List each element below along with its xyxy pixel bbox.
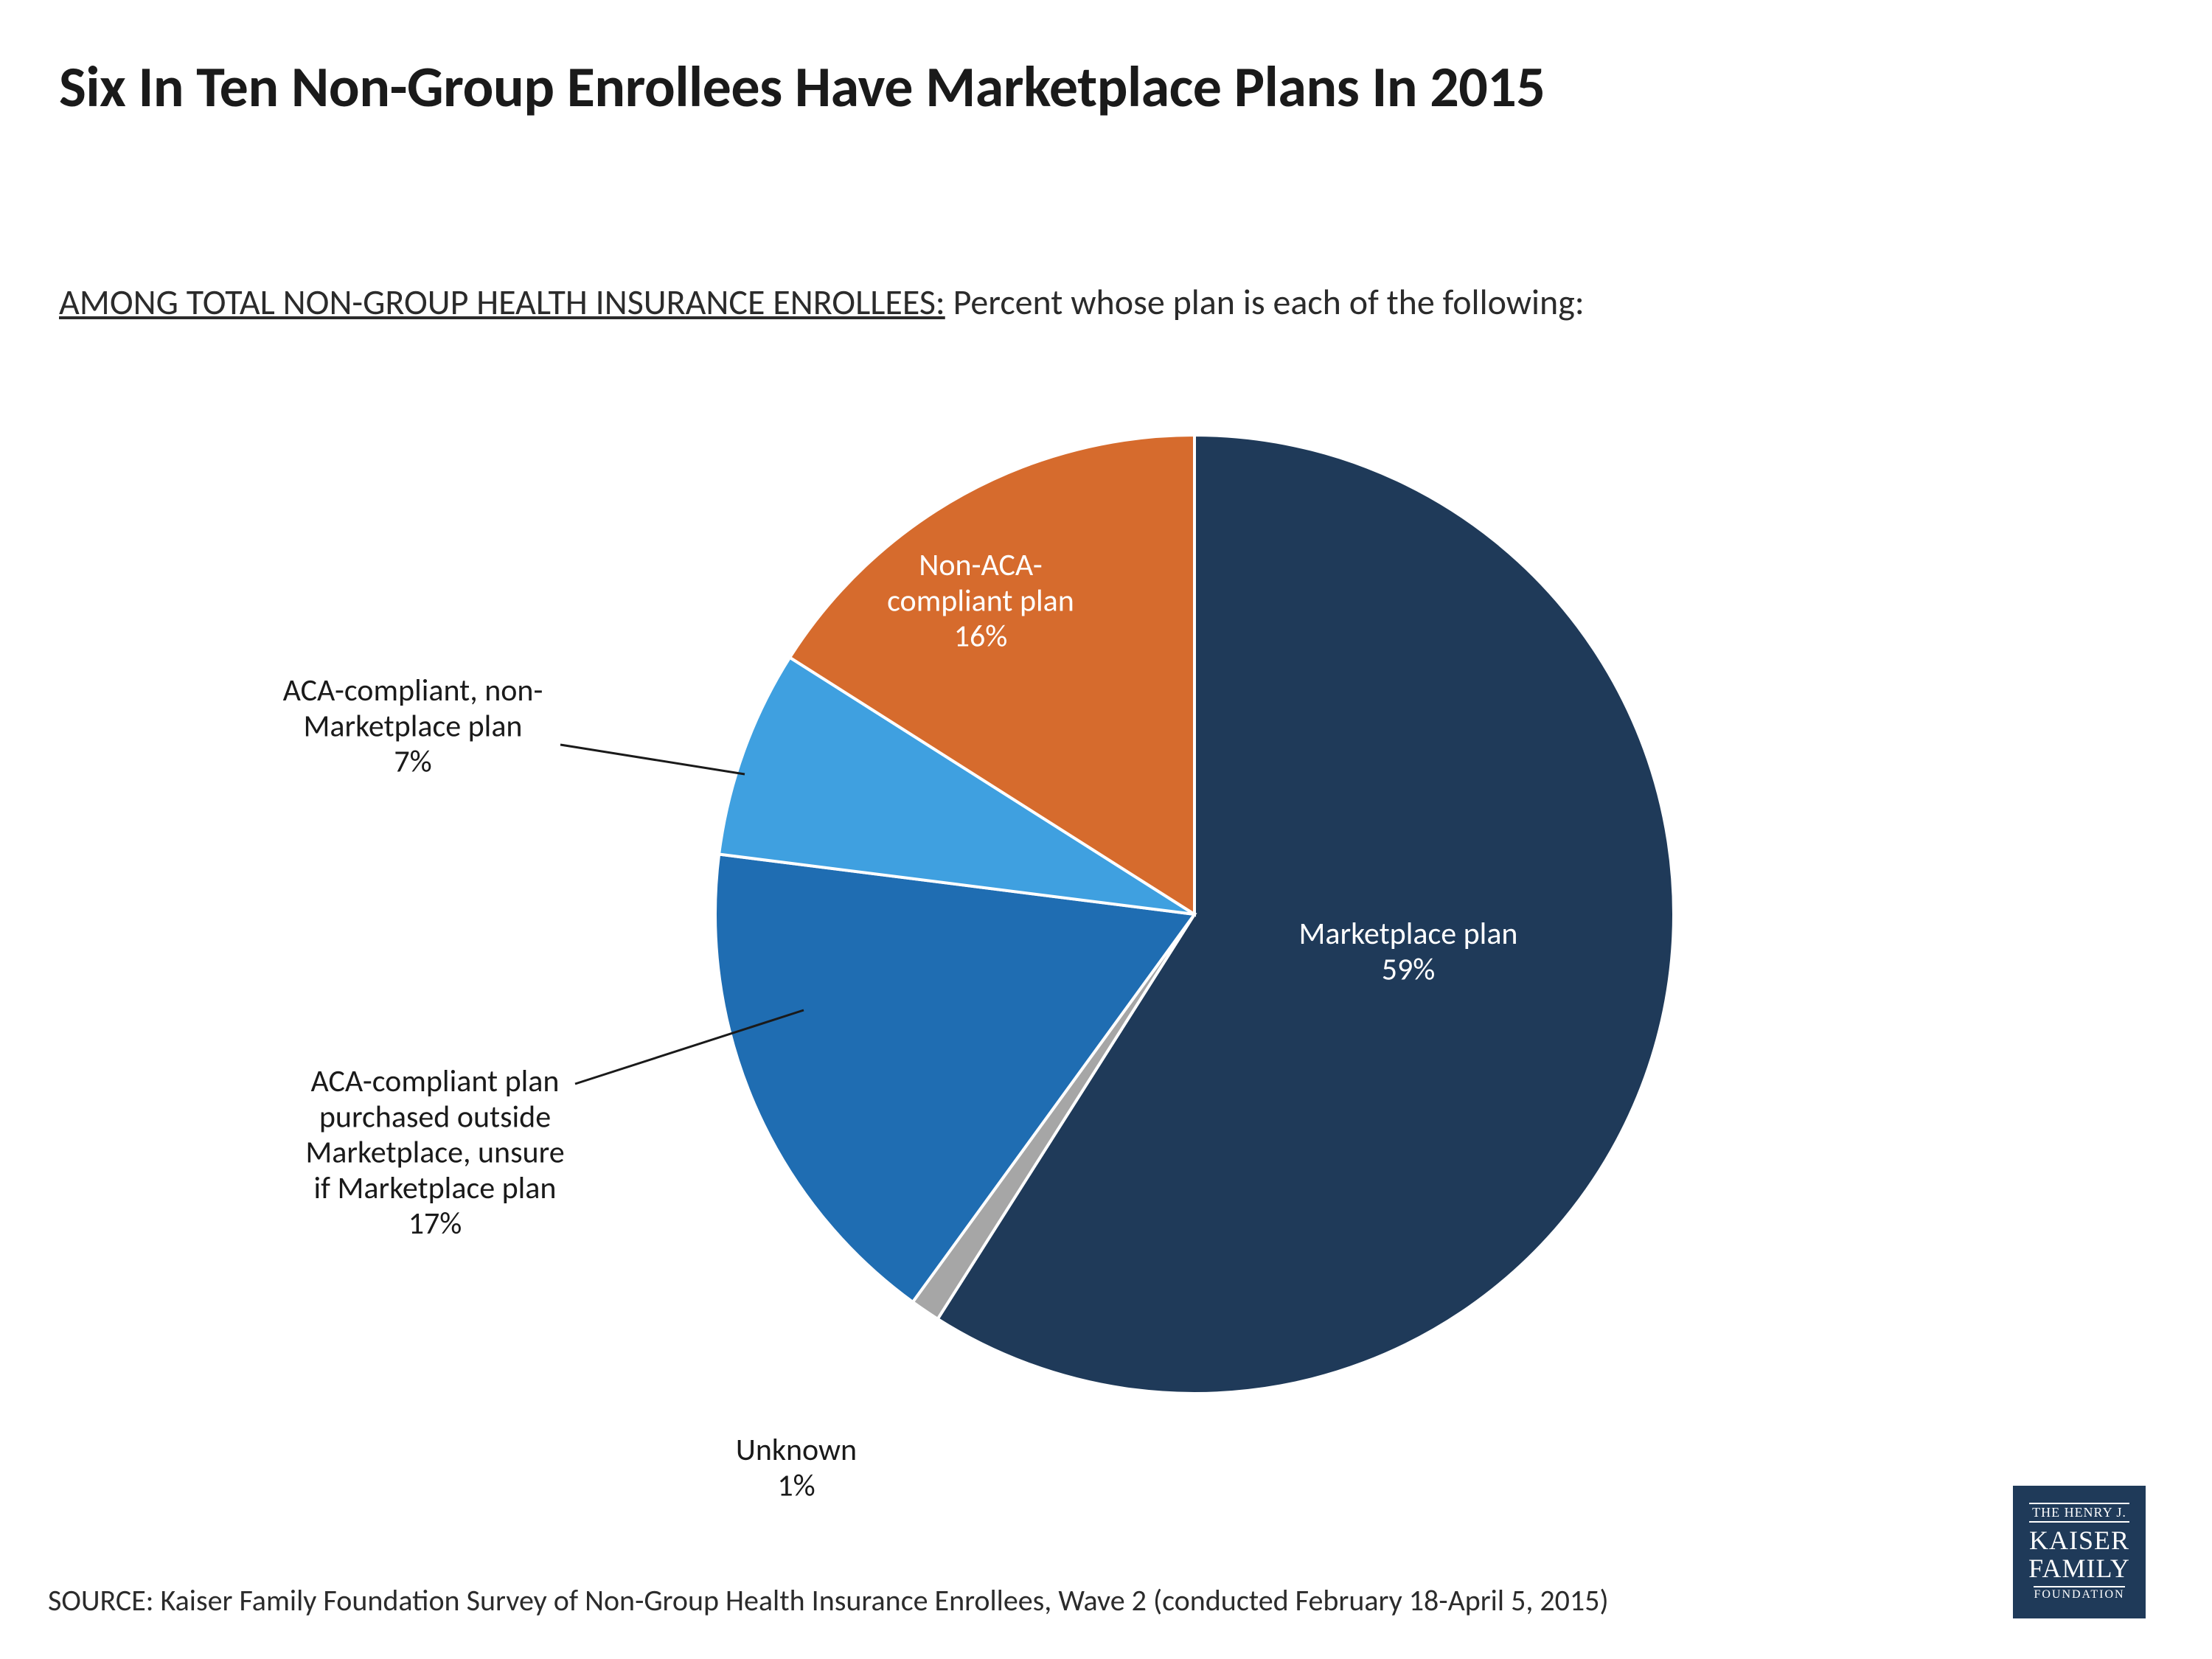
logo-small: THE HENRY J. [2029, 1503, 2129, 1523]
pie-chart: Marketplace plan59%Unknown1%ACA-complian… [0, 383, 2212, 1489]
logo-line2: FAMILY [2028, 1555, 2130, 1583]
logo-under: FOUNDATION [2034, 1586, 2124, 1601]
slice-label-unknown: Unknown1% [736, 1431, 857, 1504]
source-text: SOURCE: Kaiser Family Foundation Survey … [48, 1582, 1609, 1618]
logo-line1: KAISER [2029, 1527, 2129, 1555]
subtitle-underlined: AMONG TOTAL NON-GROUP HEALTH INSURANCE E… [59, 280, 945, 324]
subtitle-rest: Percent whose plan is each of the follow… [945, 280, 1585, 324]
slide-subtitle: AMONG TOTAL NON-GROUP HEALTH INSURANCE E… [59, 280, 1585, 324]
pie-svg: Marketplace plan59%Unknown1%ACA-complian… [0, 383, 2212, 1526]
slice-label-aca_non_marketplace: ACA-compliant, non-Marketplace plan7% [283, 672, 543, 781]
slide: Six In Ten Non-Group Enrollees Have Mark… [0, 0, 2212, 1659]
kaiser-logo: THE HENRY J. KAISER FAMILY FOUNDATION [2013, 1486, 2146, 1618]
leader-line-aca_non_marketplace [560, 745, 745, 774]
slide-title: Six In Ten Non-Group Enrollees Have Mark… [59, 52, 1545, 122]
slice-label-aca_outside_unsure: ACA-compliant planpurchased outsideMarke… [305, 1062, 564, 1242]
